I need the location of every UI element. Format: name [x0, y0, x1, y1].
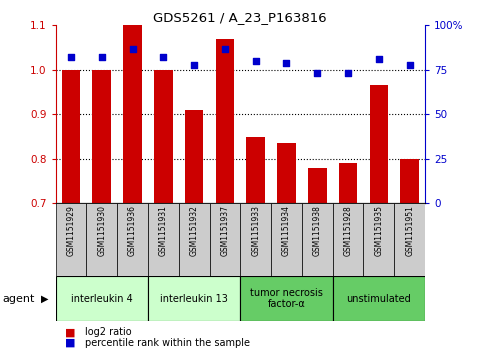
- Bar: [308, 168, 327, 203]
- Bar: [369, 85, 388, 203]
- Text: GSM1151931: GSM1151931: [159, 205, 168, 256]
- Bar: [154, 70, 172, 203]
- Text: GSM1151951: GSM1151951: [405, 205, 414, 256]
- Bar: [56, 276, 148, 321]
- Point: [406, 62, 413, 68]
- Bar: [148, 276, 241, 321]
- Text: percentile rank within the sample: percentile rank within the sample: [85, 338, 250, 348]
- Bar: [185, 110, 203, 203]
- Text: GSM1151933: GSM1151933: [251, 205, 260, 256]
- Point: [344, 70, 352, 76]
- Bar: [240, 276, 333, 321]
- Text: GSM1151929: GSM1151929: [67, 205, 75, 256]
- Text: GSM1151928: GSM1151928: [343, 205, 353, 256]
- Bar: [210, 203, 240, 276]
- Point: [67, 54, 75, 60]
- Title: GDS5261 / A_23_P163816: GDS5261 / A_23_P163816: [154, 11, 327, 24]
- Text: interleukin 4: interleukin 4: [71, 294, 133, 303]
- Bar: [277, 143, 296, 203]
- Point: [375, 56, 383, 62]
- Bar: [302, 203, 333, 276]
- Text: GSM1151938: GSM1151938: [313, 205, 322, 256]
- Bar: [62, 70, 80, 203]
- Bar: [56, 203, 86, 276]
- Bar: [400, 159, 419, 203]
- Text: ■: ■: [65, 338, 76, 348]
- Bar: [92, 70, 111, 203]
- Bar: [179, 203, 210, 276]
- Point: [221, 46, 229, 52]
- Text: GSM1151930: GSM1151930: [97, 205, 106, 256]
- Bar: [117, 203, 148, 276]
- Text: GSM1151936: GSM1151936: [128, 205, 137, 256]
- Text: ■: ■: [65, 327, 76, 337]
- Bar: [394, 203, 425, 276]
- Point: [98, 54, 106, 60]
- Text: GSM1151932: GSM1151932: [190, 205, 199, 256]
- Bar: [339, 163, 357, 203]
- Bar: [240, 203, 271, 276]
- Text: unstimulated: unstimulated: [346, 294, 411, 303]
- Bar: [86, 203, 117, 276]
- Point: [190, 62, 198, 68]
- Point: [159, 54, 167, 60]
- Text: tumor necrosis
factor-α: tumor necrosis factor-α: [250, 288, 323, 309]
- Point: [252, 58, 259, 64]
- Text: GSM1151937: GSM1151937: [220, 205, 229, 256]
- Point: [128, 46, 136, 52]
- Text: ▶: ▶: [41, 294, 49, 303]
- Text: interleukin 13: interleukin 13: [160, 294, 228, 303]
- Bar: [364, 203, 394, 276]
- Text: GSM1151935: GSM1151935: [374, 205, 384, 256]
- Bar: [333, 203, 364, 276]
- Bar: [123, 25, 142, 203]
- Point: [283, 60, 290, 66]
- Point: [313, 70, 321, 76]
- Text: agent: agent: [2, 294, 35, 303]
- Bar: [246, 136, 265, 203]
- Bar: [215, 39, 234, 203]
- Bar: [333, 276, 425, 321]
- Text: GSM1151934: GSM1151934: [282, 205, 291, 256]
- Bar: [271, 203, 302, 276]
- Text: log2 ratio: log2 ratio: [85, 327, 131, 337]
- Bar: [148, 203, 179, 276]
